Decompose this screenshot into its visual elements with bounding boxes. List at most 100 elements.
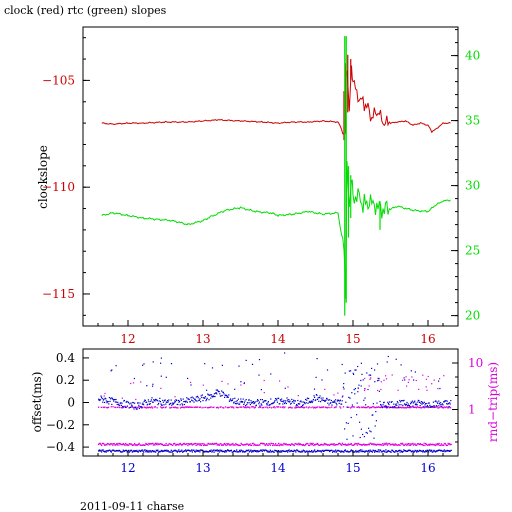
offset-point (336, 400, 338, 402)
offset-point (188, 398, 190, 401)
offset-point (446, 403, 448, 405)
offset-point (258, 403, 260, 405)
offset-band-point (284, 443, 286, 446)
offset-point (315, 399, 317, 401)
roundtrip-point (413, 406, 416, 408)
offset-point (103, 398, 105, 400)
offset-band-point (289, 450, 291, 453)
offset-band-point (238, 444, 240, 446)
offset-band-point (421, 450, 423, 452)
offset-point (240, 398, 242, 400)
offset-band-point (320, 450, 322, 452)
roundtrip-point (196, 406, 198, 408)
offset-band-point (326, 449, 328, 451)
offset-band-point (113, 443, 115, 445)
roundtrip-point (448, 407, 450, 409)
offset-band-point (149, 450, 151, 452)
offset-point (128, 402, 130, 404)
offset-band-point (311, 444, 313, 446)
offset-band-point (424, 451, 426, 453)
roundtrip-point (446, 406, 448, 408)
offset-point (161, 404, 163, 406)
offset-point (423, 406, 425, 408)
offset-band-point (117, 442, 119, 445)
offset-band-point (428, 444, 430, 446)
offset-point (183, 403, 185, 406)
offset-point (261, 399, 263, 401)
roundtrip-point (140, 381, 142, 383)
offset-point (433, 405, 435, 407)
offset-band-point (251, 450, 253, 452)
offset-band-point (280, 444, 282, 446)
offset-band-point (101, 451, 103, 453)
roundtrip-point (137, 406, 139, 408)
bottom-y2-tick-label: 1 (468, 402, 476, 416)
top-y2-tick-label: 40 (465, 49, 480, 63)
offset-point (284, 387, 286, 389)
offset-band-point (140, 444, 142, 446)
top-y-tick-label: −115 (42, 287, 75, 301)
roundtrip-point (350, 407, 352, 409)
offset-band-point (450, 443, 452, 446)
roundtrip-point (223, 407, 225, 409)
offset-band-point (433, 449, 435, 452)
offset-point (344, 372, 346, 374)
offset-point (404, 403, 406, 406)
roundtrip-point (405, 376, 407, 378)
offset-band-point (321, 450, 323, 452)
offset-band-point (167, 444, 169, 446)
offset-band-point (339, 450, 341, 452)
offset-point (168, 399, 170, 401)
offset-band-point (121, 443, 123, 445)
offset-band-point (274, 444, 276, 446)
bottom-y2-ticks: 101 (452, 348, 483, 443)
roundtrip-point (181, 406, 183, 408)
offset-band-point (131, 449, 133, 452)
offset-band-point (413, 443, 415, 445)
offset-band-point (245, 444, 247, 446)
offset-point (305, 402, 307, 404)
roundtrip-point (279, 406, 282, 408)
offset-point (252, 401, 254, 403)
offset-point (114, 401, 116, 403)
offset-band-point (257, 444, 259, 446)
roundtrip-point (294, 407, 296, 409)
offset-point (293, 402, 295, 404)
roundtrip-point (314, 406, 316, 408)
offset-point (342, 386, 344, 388)
offset-band-point (101, 444, 103, 447)
offset-point (360, 428, 362, 430)
offset-band-point (130, 443, 132, 445)
offset-band-point (208, 443, 210, 445)
offset-band-point (275, 450, 277, 452)
roundtrip-point (449, 406, 451, 408)
offset-point (387, 402, 389, 405)
offset-point (370, 431, 372, 433)
offset-band-point (288, 443, 290, 446)
offset-band-point (209, 450, 211, 452)
offset-band-point (387, 450, 389, 452)
roundtrip-point (151, 406, 153, 408)
offset-point (150, 399, 152, 401)
offset-point (376, 402, 378, 404)
offset-band-point (140, 450, 142, 453)
offset-point (144, 399, 146, 401)
roundtrip-point (426, 389, 428, 391)
offset-point (173, 402, 175, 405)
offset-band-point (258, 444, 260, 446)
offset-band-point (242, 450, 244, 452)
offset-band-point (203, 451, 205, 453)
offset-band-point (303, 444, 305, 447)
roundtrip-point (197, 406, 199, 408)
roundtrip-point (324, 388, 326, 390)
top-x-tick-label: 15 (345, 332, 360, 346)
offset-point (157, 404, 159, 406)
offset-band-point (237, 451, 239, 453)
roundtrip-point (173, 406, 175, 409)
offset-band-point (218, 444, 220, 446)
offset-point (207, 393, 209, 395)
offset-band-point (141, 449, 143, 451)
offset-band-point (329, 450, 331, 453)
offset-band-point (165, 450, 167, 452)
offset-point (354, 369, 356, 371)
